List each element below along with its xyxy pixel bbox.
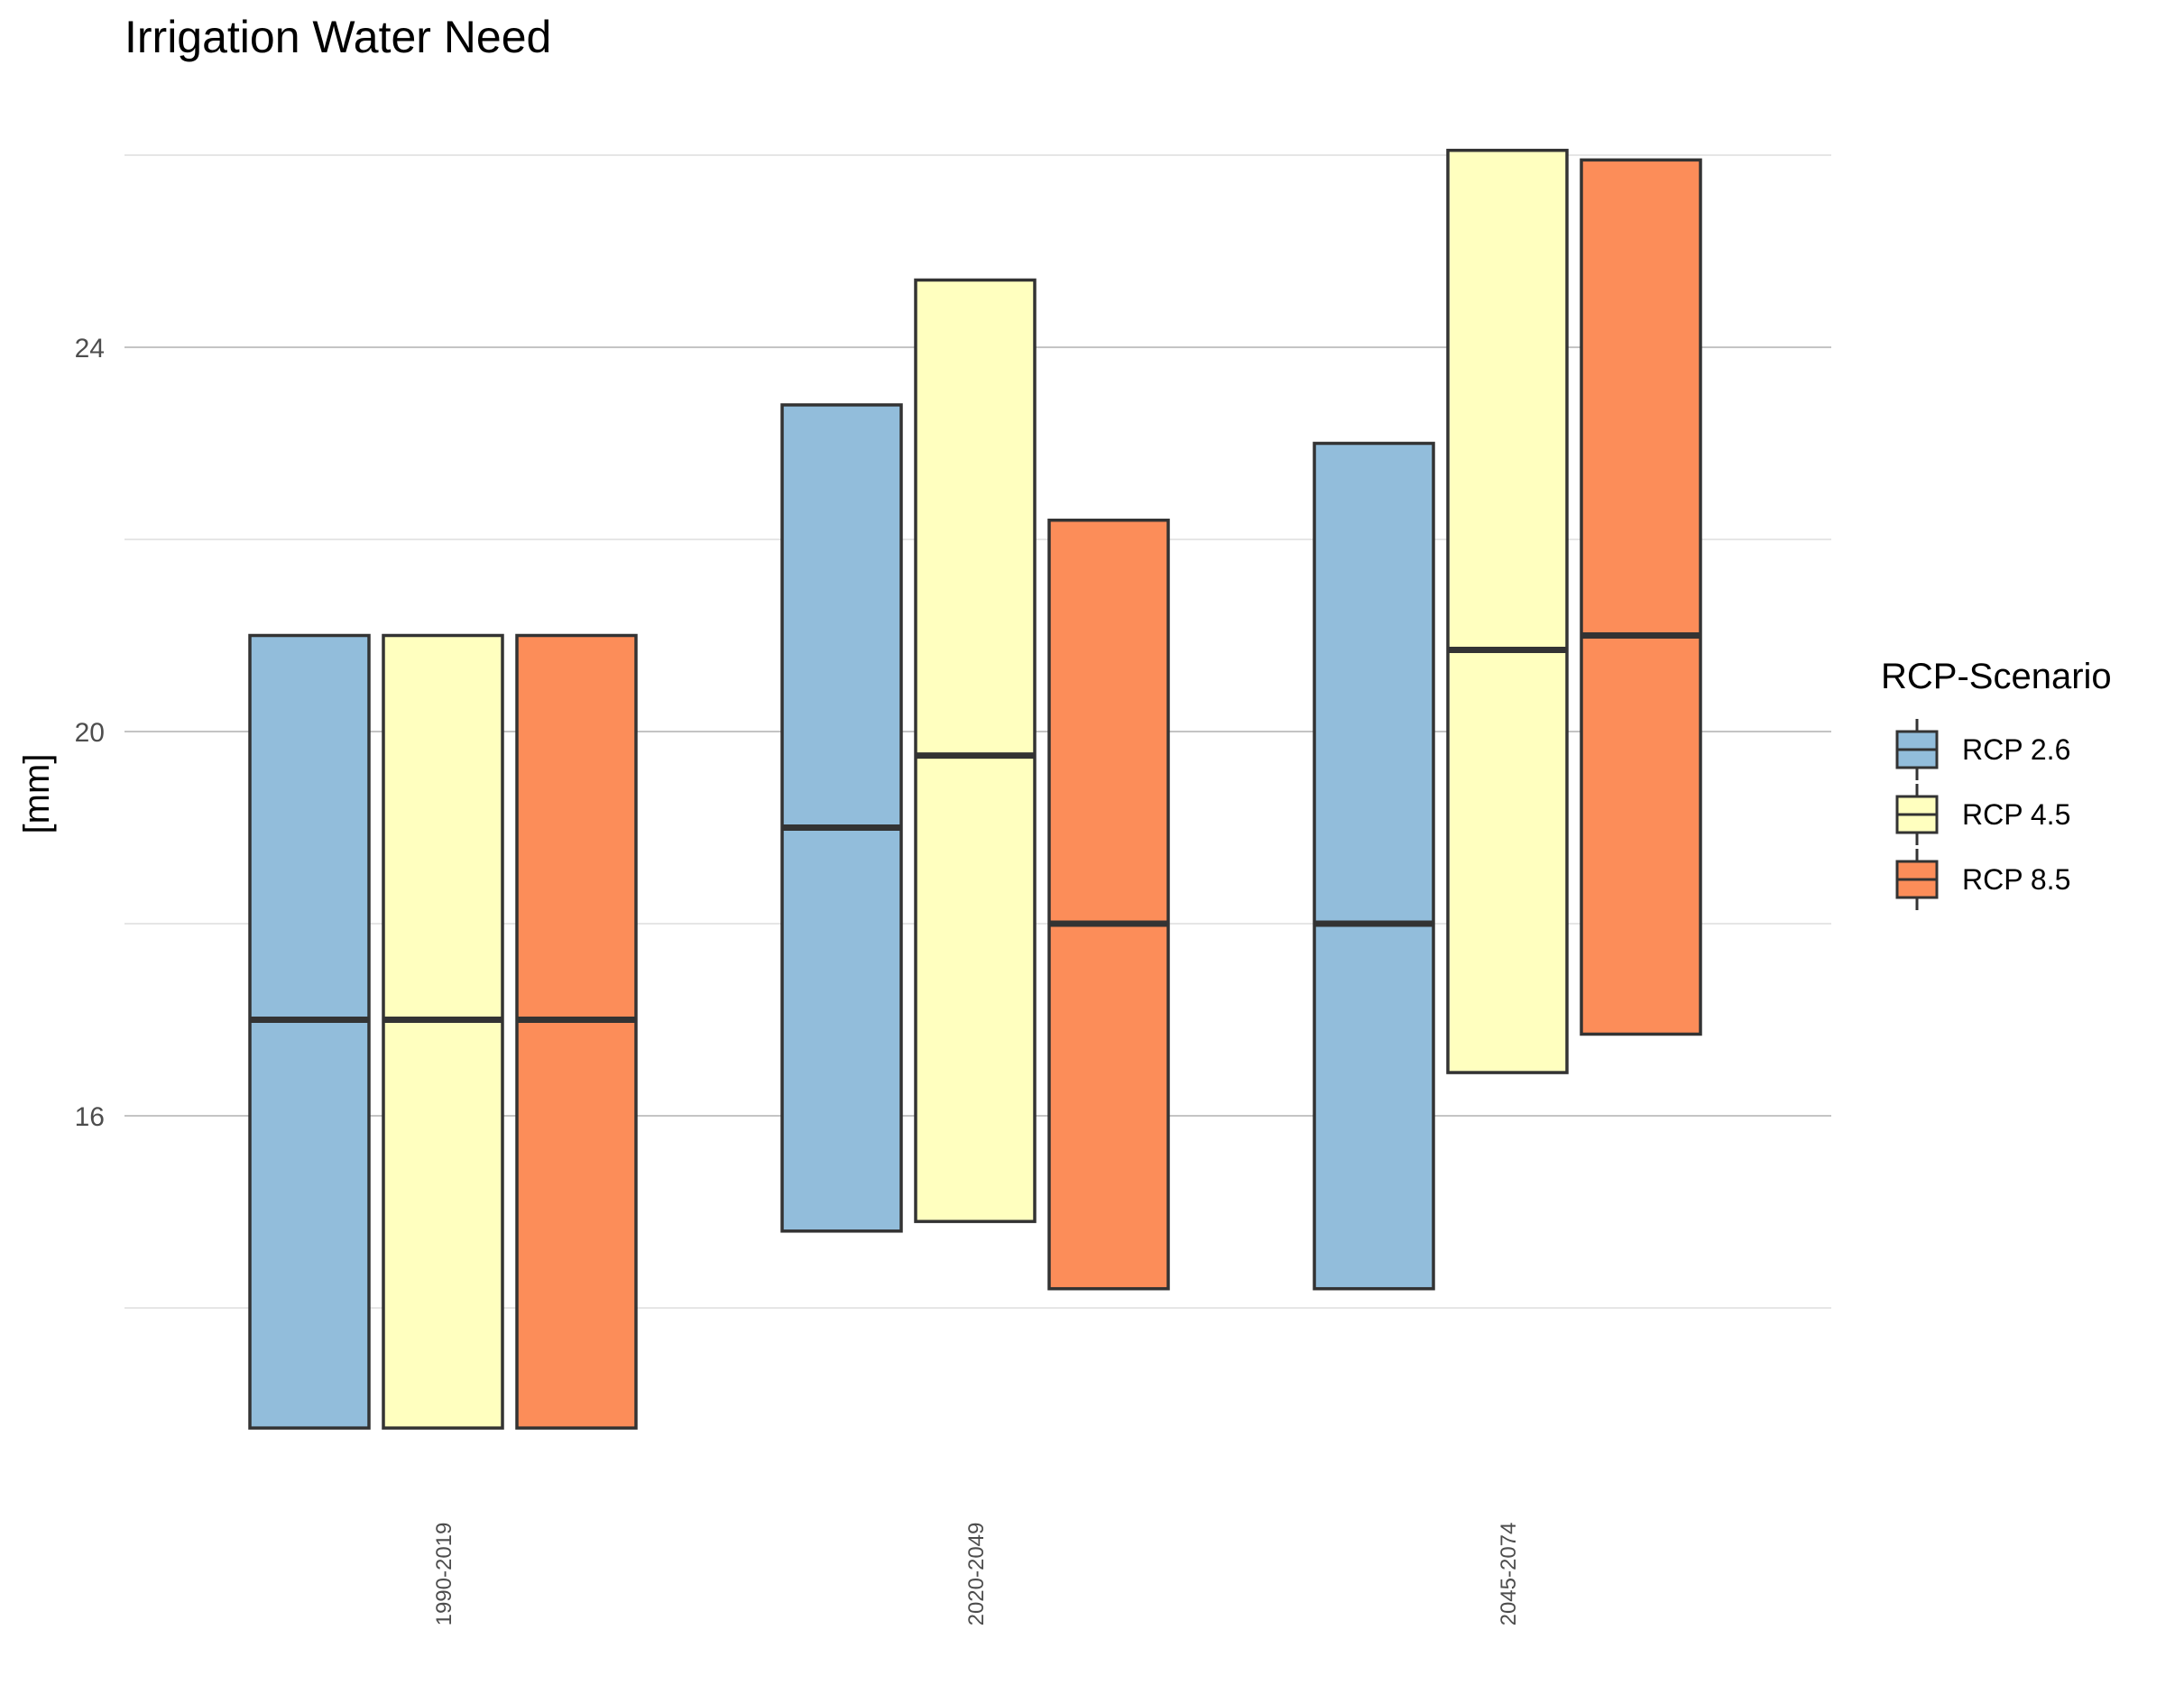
legend-title: RCP-Scenario: [1881, 657, 2112, 696]
legend-key: [1895, 849, 1939, 910]
box: [780, 403, 903, 1233]
legend-key: [1895, 784, 1939, 845]
x-tick-label: 2020-2049: [964, 1523, 989, 1626]
legend-item: RCP 4.5: [1881, 782, 2112, 847]
chart-title: Irrigation Water Need: [124, 12, 552, 62]
y-tick-label: 20: [75, 718, 105, 748]
legend-label: RCP 8.5: [1962, 862, 2071, 896]
legend-key: [1895, 719, 1939, 780]
box: [382, 633, 504, 1430]
legend-item: RCP 8.5: [1881, 847, 2112, 912]
y-axis: 16 20 24 [mm]: [17, 334, 105, 1132]
legend-label: RCP 2.6: [1962, 732, 2071, 766]
box: [1580, 158, 1702, 1036]
x-axis: 1990-2019 2020-2049 2045-2074: [432, 1523, 1521, 1626]
box: [248, 633, 371, 1430]
boxes: [248, 148, 1702, 1430]
box: [1047, 518, 1170, 1291]
legend: RCP-Scenario RCP 2.6 RCP 4.5 RCP 8.5: [1881, 657, 2112, 912]
legend-item: RCP 2.6: [1881, 717, 2112, 782]
box: [1313, 441, 1435, 1291]
y-axis-label: [mm]: [17, 754, 57, 834]
legend-label: RCP 4.5: [1962, 797, 2071, 831]
y-tick-label: 16: [75, 1102, 105, 1132]
y-tick-label: 24: [75, 334, 105, 364]
box: [1446, 148, 1569, 1074]
box: [515, 633, 638, 1430]
box: [914, 278, 1037, 1223]
x-tick-label: 2045-2074: [1497, 1523, 1521, 1626]
x-tick-label: 1990-2019: [432, 1523, 456, 1626]
